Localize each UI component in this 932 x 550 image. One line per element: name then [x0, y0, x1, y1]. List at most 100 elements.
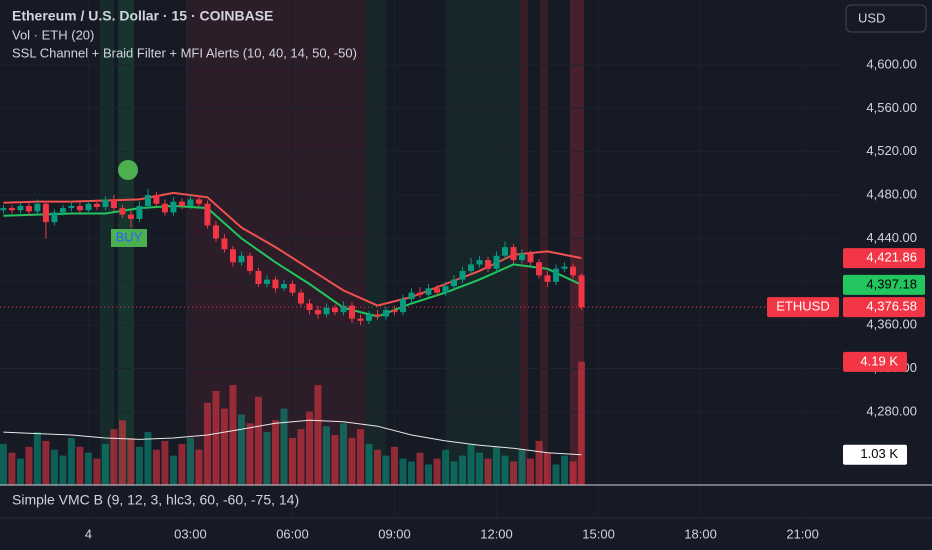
volume-bar	[578, 361, 586, 485]
candle-body	[297, 292, 304, 304]
candle-body	[442, 286, 449, 293]
candle-body	[340, 305, 347, 313]
candle-body	[68, 205, 75, 209]
volume-bar	[365, 443, 373, 485]
volume-bar	[93, 458, 101, 485]
volume-bar	[407, 461, 415, 485]
candle-body	[434, 288, 441, 293]
candle-body	[119, 208, 126, 215]
volume-bar	[203, 402, 211, 485]
candle-body	[161, 203, 168, 213]
volume-bar	[484, 458, 492, 485]
y-tick-label: 4,440.00	[866, 230, 917, 245]
candle-body	[374, 314, 381, 317]
candle-body	[127, 214, 134, 219]
candle-body	[331, 307, 338, 313]
volume-bar	[0, 443, 7, 485]
x-tick-label: 4	[85, 526, 92, 541]
ssl-line	[3, 204, 582, 318]
volume-bar	[544, 452, 552, 485]
price-tag-label: 4,421.86	[866, 250, 917, 265]
volume-bar	[501, 455, 509, 485]
volume-bar	[527, 458, 535, 485]
candle-body	[25, 205, 32, 212]
candle-body	[570, 266, 577, 276]
volume-bar	[8, 452, 16, 485]
volume-bar	[254, 396, 262, 485]
candle-body	[519, 253, 526, 261]
plot	[0, 64, 840, 485]
buy-label: BUY	[116, 229, 143, 244]
volume-bar	[297, 429, 305, 485]
volume-bar	[288, 437, 296, 485]
candle-body	[493, 255, 500, 269]
candle-body	[110, 199, 117, 209]
candle-body	[144, 195, 151, 206]
volume-bar	[561, 455, 569, 485]
volume-bar	[229, 385, 237, 485]
currency-button[interactable]	[845, 4, 927, 33]
x-tick-label: 15:00	[582, 526, 615, 541]
candle-body	[136, 205, 143, 219]
volume-bar	[237, 414, 245, 485]
volume-bar	[467, 443, 475, 485]
candle-body	[365, 314, 372, 321]
candle-body	[544, 275, 551, 282]
x-tick-label: 06:00	[276, 526, 309, 541]
indicator-title: SSL Channel + Braid Filter + MFI Alerts …	[12, 45, 357, 60]
candle-body	[229, 249, 236, 263]
candle-body	[102, 199, 109, 208]
candle-body	[17, 205, 24, 211]
volume-bar	[16, 458, 24, 485]
y-tick-label: 4,360.00	[866, 317, 917, 332]
candle-body	[255, 270, 262, 284]
volume-bar	[212, 390, 220, 485]
volume-bar	[101, 443, 109, 485]
candle-body	[306, 303, 313, 310]
candle-body	[263, 279, 270, 284]
volume-bar	[135, 446, 143, 485]
signal-band	[520, 0, 528, 485]
volume-bar	[493, 446, 501, 485]
candle-body	[451, 279, 458, 287]
y-tick-label: 4,520.00	[866, 143, 917, 158]
y-tick-label: 4,480.00	[866, 187, 917, 202]
signal-band	[540, 0, 548, 485]
candle-body	[348, 305, 355, 319]
volume-bar	[331, 435, 339, 485]
candle-body	[76, 205, 83, 211]
chart-title: Ethereum / U.S. Dollar · 15 · COINBASE	[12, 8, 273, 24]
volume-bar	[25, 446, 33, 485]
volume-bar	[373, 449, 381, 485]
volume-bar	[152, 449, 160, 485]
candle-body	[42, 203, 49, 223]
candle-body	[93, 203, 100, 208]
volume-bar	[50, 449, 58, 485]
volume-bar	[339, 423, 347, 485]
price-tag-label: 4,376.58	[866, 299, 917, 314]
candle-body	[170, 201, 177, 213]
candle-body	[212, 225, 219, 239]
candle-body	[8, 208, 15, 211]
volume-bar	[76, 446, 84, 485]
price-tag-label: 4,397.18	[866, 276, 917, 291]
candle-body	[553, 268, 560, 282]
currency-button-label[interactable]: USD	[858, 10, 885, 25]
volume-ma	[3, 419, 582, 456]
volume-bar	[186, 437, 194, 485]
candle-body	[246, 255, 253, 271]
candle-body	[221, 238, 228, 250]
volume-bar	[220, 408, 228, 485]
candle-body	[391, 309, 398, 313]
x-tick-label: 18:00	[684, 526, 717, 541]
price-tag	[843, 248, 925, 269]
volume-bar	[535, 440, 543, 485]
volume-bar	[518, 449, 526, 485]
buy-tag	[111, 229, 147, 247]
volume-bar	[271, 420, 279, 485]
volume-bar	[110, 429, 118, 485]
volume-bar	[322, 426, 330, 485]
volume-bar	[569, 461, 577, 485]
volume-bar	[59, 455, 67, 485]
